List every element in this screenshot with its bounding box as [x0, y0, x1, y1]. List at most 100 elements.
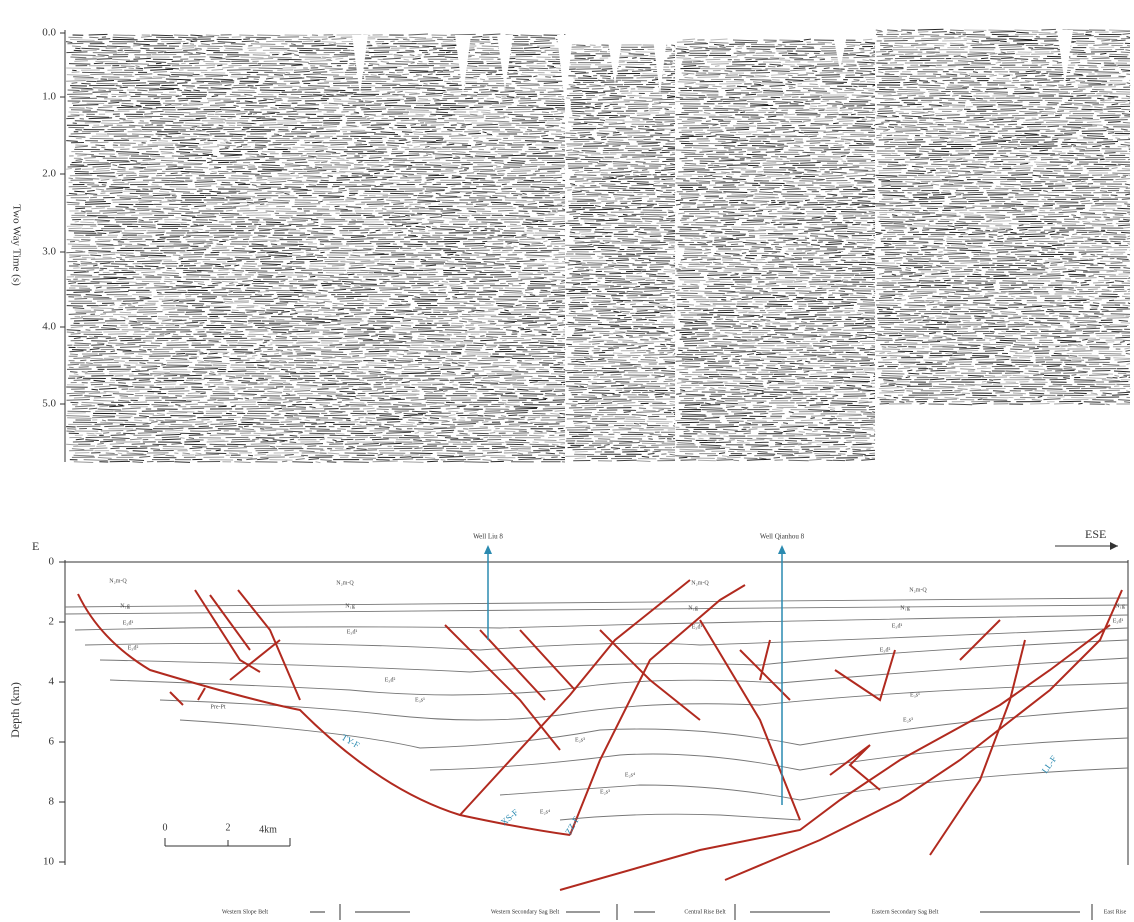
- seismic-trace: [311, 407, 324, 410]
- seismic-trace: [164, 419, 189, 422]
- seismic-trace: [336, 387, 349, 390]
- seismic-trace: [315, 291, 321, 294]
- seismic-trace: [206, 157, 212, 160]
- seismic-trace: [245, 361, 270, 364]
- seismic-trace: [186, 302, 205, 305]
- seismic-trace: [534, 276, 547, 279]
- seismic-trace: [429, 423, 435, 425]
- seismic-trace: [392, 285, 406, 287]
- seismic-trace: [106, 344, 113, 347]
- seismic-trace: [328, 43, 334, 46]
- seismic-trace: [233, 320, 248, 323]
- seismic-trace: [193, 379, 205, 381]
- seismic-trace: [212, 267, 235, 270]
- seismic-trace: [253, 201, 268, 203]
- seismic-trace: [69, 38, 95, 41]
- seismic-trace: [161, 299, 174, 302]
- seismic-trace: [103, 265, 120, 268]
- seismic-trace: [564, 258, 566, 260]
- seismic-trace: [474, 155, 495, 158]
- seismic-trace: [403, 442, 424, 445]
- seismic-trace: [356, 423, 362, 426]
- seismic-trace: [530, 36, 556, 39]
- seismic-trace: [259, 89, 285, 92]
- seismic-trace: [106, 187, 124, 190]
- seismic-trace: [127, 341, 146, 344]
- seismic-trace: [71, 101, 80, 104]
- seismic-trace: [217, 64, 223, 67]
- seismic-trace: [222, 352, 228, 355]
- seismic-trace: [406, 352, 421, 355]
- seismic-trace: [540, 51, 547, 54]
- seismic-trace: [181, 172, 190, 175]
- seismic-trace: [95, 286, 102, 289]
- seismic-trace: [180, 153, 199, 155]
- seismic-trace: [117, 166, 126, 169]
- seismic-trace: [451, 256, 470, 259]
- seismic-trace: [229, 71, 241, 74]
- seismic-trace: [497, 401, 507, 404]
- seismic-trace: [480, 229, 488, 232]
- seismic-trace: [221, 181, 231, 184]
- seismic-trace: [346, 157, 364, 159]
- seismic-trace: [66, 239, 80, 241]
- seismic-trace: [258, 198, 267, 201]
- seismic-trace: [482, 131, 487, 134]
- seismic-trace: [544, 203, 554, 206]
- seismic-trace: [271, 326, 293, 329]
- seismic-trace: [96, 109, 115, 112]
- seismic-trace: [531, 242, 544, 245]
- seismic-trace: [508, 55, 533, 58]
- seismic-trace: [303, 73, 322, 76]
- seismic-trace: [213, 401, 224, 404]
- seismic-trace: [186, 231, 210, 234]
- seismic-trace: [258, 166, 284, 169]
- seismic-trace: [349, 352, 363, 355]
- seismic-trace: [118, 174, 124, 177]
- seismic-trace: [539, 291, 551, 293]
- seismic-trace: [215, 110, 223, 113]
- seismic-trace: [376, 311, 386, 314]
- seismic-trace: [450, 90, 468, 93]
- seismic-trace: [418, 421, 439, 424]
- seismic-trace: [377, 397, 385, 400]
- seismic-trace: [538, 346, 544, 348]
- seismic-trace: [221, 216, 234, 219]
- seismic-trace: [559, 282, 566, 285]
- seismic-trace: [266, 309, 285, 312]
- seismic-trace: [341, 371, 350, 373]
- seismic-trace: [340, 154, 347, 157]
- seismic-trace: [142, 159, 156, 161]
- seismic-trace: [543, 81, 559, 84]
- seismic-trace: [178, 416, 193, 419]
- seismic-trace: [547, 238, 561, 241]
- seismic-trace: [393, 404, 410, 406]
- seismic-trace: [441, 280, 449, 283]
- seismic-trace: [560, 126, 566, 129]
- seismic-trace: [524, 140, 549, 142]
- seismic-trace: [73, 76, 94, 79]
- seismic-trace: [188, 366, 204, 369]
- seismic-trace: [77, 282, 100, 285]
- seismic-trace: [255, 437, 275, 439]
- seismic-trace: [224, 379, 233, 382]
- seismic-trace: [198, 361, 210, 364]
- seismic-trace: [204, 263, 221, 266]
- seismic-trace: [68, 135, 86, 138]
- seismic-trace: [252, 426, 273, 428]
- seismic-trace: [70, 132, 91, 135]
- seismic-trace: [361, 179, 387, 181]
- seismic-trace: [197, 410, 204, 413]
- seismic-trace: [257, 368, 267, 370]
- seismic-trace: [104, 98, 122, 100]
- seismic-trace: [66, 392, 85, 395]
- seismic-trace: [141, 35, 152, 38]
- seismic-trace: [186, 339, 206, 342]
- seismic-trace: [85, 436, 111, 439]
- seismic-trace: [259, 313, 273, 315]
- seismic-trace: [422, 344, 440, 347]
- seismic-trace: [134, 337, 155, 340]
- seismic-trace: [460, 93, 478, 96]
- seismic-trace: [252, 113, 258, 115]
- seismic-trace: [422, 91, 436, 94]
